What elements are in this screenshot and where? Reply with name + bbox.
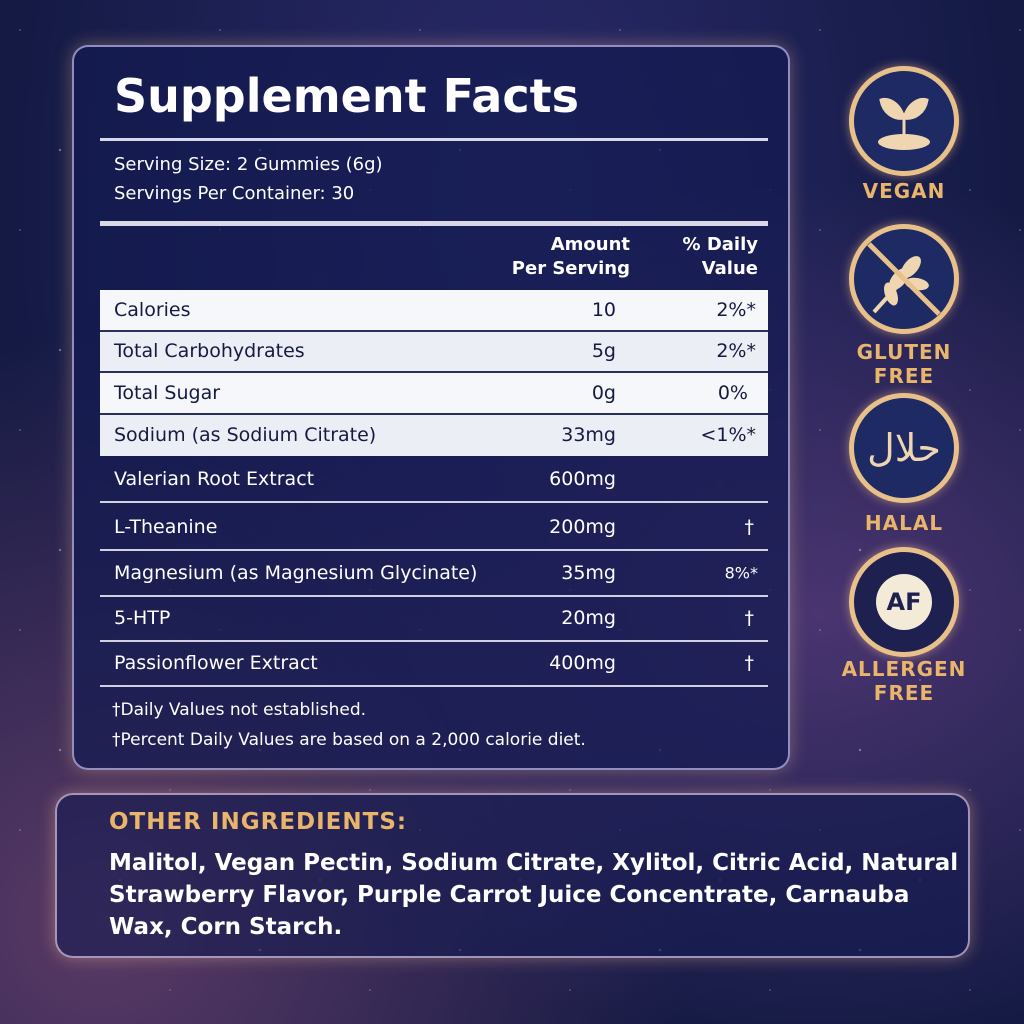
dv-header: % Daily Value: [682, 234, 758, 279]
table-row: Passionflower Extract 400mg †: [100, 641, 768, 687]
badge-label: GLUTEN FREE: [856, 340, 952, 388]
divider: [100, 138, 768, 141]
halal-icon: حلال: [849, 393, 959, 503]
footnote: †Percent Daily Values are based on a 2,0…: [112, 730, 586, 750]
badge-label: VEGAN: [862, 179, 946, 203]
table-row: Magnesium (as Magnesium Glycinate) 35mg 8%…: [100, 551, 768, 597]
badge-label: HALAL: [864, 511, 944, 535]
other-ingredients-box: OTHER INGREDIENTS: Malitol, Vegan Pectin…: [55, 793, 970, 958]
allergen-free-icon: AF: [849, 547, 959, 657]
sprout-icon: [849, 66, 959, 176]
other-ingredients-text: Malitol, Vegan Pectin, Sodium Citrate, X…: [109, 850, 959, 940]
divider-thick: [100, 221, 768, 226]
supplement-facts-panel: Supplement Facts Serving Size: 2 Gummies…: [72, 45, 790, 770]
table-row: L-Theanine 200mg †: [100, 505, 768, 551]
table-row: Sodium (as Sodium Citrate) 33mg <1%*: [114, 424, 756, 447]
table-row: Total Carbohydrates 5g 2%*: [100, 332, 768, 373]
badge-label: ALLERGEN FREE: [841, 657, 967, 705]
table-row: Valerian Root Extract 600mg: [100, 457, 768, 503]
servings-per-container: Servings Per Container: 30: [114, 183, 355, 204]
highlighted-rows: Calories 10 2%* Total Carbohydrates 5g 2%* T…: [100, 290, 768, 456]
no-wheat-icon: [849, 224, 959, 334]
table-row: 5-HTP 20mg †: [100, 596, 768, 642]
table-row: Calories 10 2%*: [100, 290, 768, 332]
panel-title: Supplement Facts: [114, 69, 579, 123]
other-ingredients-title: OTHER INGREDIENTS:: [109, 809, 408, 835]
table-row: Total Sugar 0g 0%: [100, 373, 768, 415]
serving-size: Serving Size: 2 Gummies (6g): [114, 154, 383, 175]
footnote: †Daily Values not established.: [112, 700, 367, 720]
amount-header: Amount Per Serving: [511, 234, 630, 279]
